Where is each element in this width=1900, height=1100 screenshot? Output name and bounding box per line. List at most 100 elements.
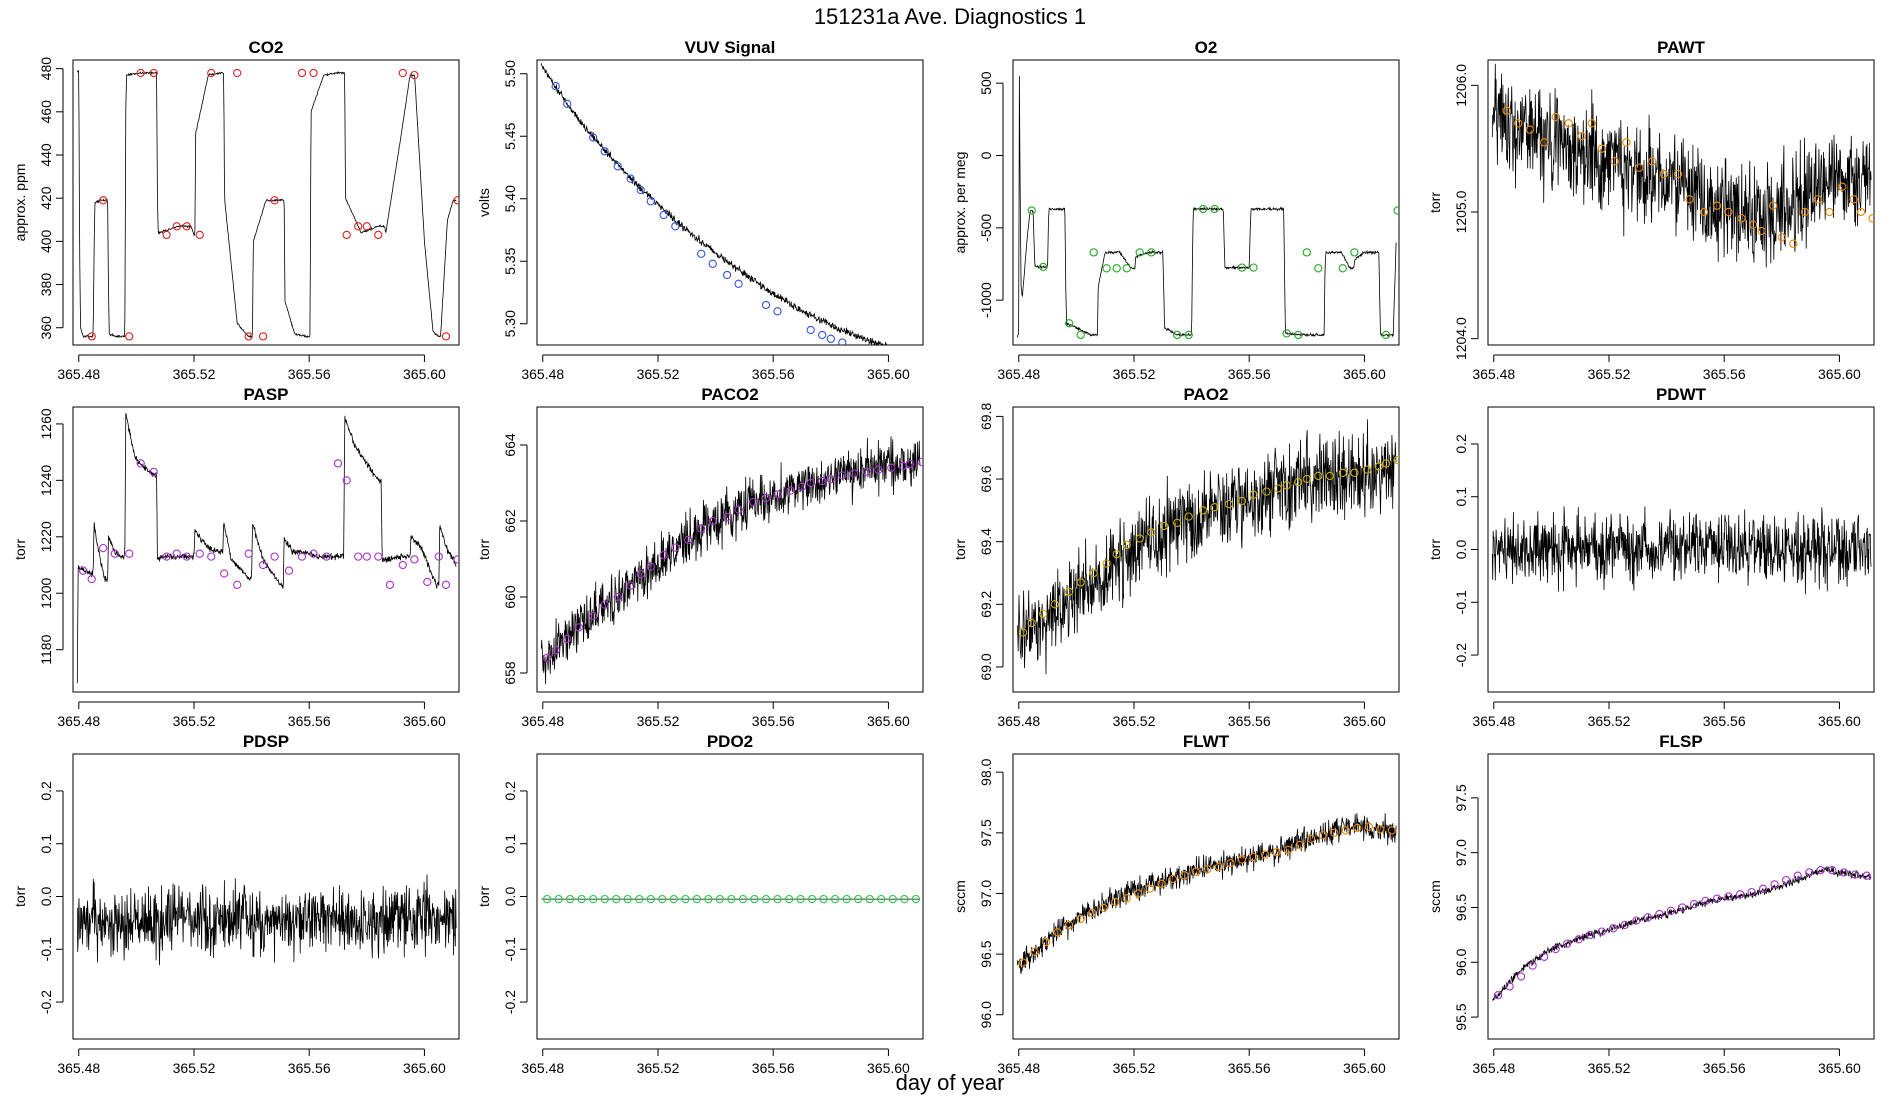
avg-point xyxy=(692,894,702,904)
avg-point xyxy=(1191,867,1201,876)
avg-point xyxy=(1805,868,1814,877)
avg-point xyxy=(807,894,817,904)
avg-point xyxy=(542,894,552,904)
avg-point xyxy=(1088,908,1097,918)
avg-point xyxy=(1065,920,1074,930)
avg-point xyxy=(722,513,732,522)
avg-point xyxy=(773,307,782,316)
y-tick-label: -0.2 xyxy=(38,990,54,1014)
avg-point xyxy=(309,68,318,78)
y-tick-label: 69.4 xyxy=(978,528,994,555)
avg-point xyxy=(1102,264,1111,273)
avg-point xyxy=(441,332,451,341)
avg-point xyxy=(854,894,863,904)
y-tick-label: 95.5 xyxy=(1453,1003,1469,1030)
x-tick-label: 365.52 xyxy=(1113,713,1156,729)
x-tick-label: 365.52 xyxy=(173,1060,216,1076)
avg-point xyxy=(874,465,883,474)
plot-frame xyxy=(536,406,924,693)
x-tick-label: 365.60 xyxy=(1343,713,1386,729)
avg-point xyxy=(1173,330,1182,340)
avg-point xyxy=(1597,927,1606,936)
avg-point xyxy=(1793,871,1802,880)
avg-point xyxy=(195,230,204,240)
y-tick-label: 0.0 xyxy=(38,887,54,907)
avg-point xyxy=(635,894,644,904)
y-tick-label: 500 xyxy=(978,71,994,95)
avg-point xyxy=(761,300,771,310)
x-tick-label: 365.52 xyxy=(1588,1060,1631,1076)
avg-point xyxy=(1516,972,1526,981)
avg-point xyxy=(1306,834,1316,844)
avg-point xyxy=(563,99,572,108)
plot-frame xyxy=(536,59,924,346)
avg-point xyxy=(125,332,134,341)
avg-point xyxy=(563,634,572,643)
avg-point xyxy=(1198,506,1208,515)
avg-point xyxy=(1314,264,1323,273)
avg-point xyxy=(1364,822,1373,831)
y-tick-label: -0.1 xyxy=(38,937,54,961)
avg-point xyxy=(1655,909,1664,919)
x-tick-label: 365.52 xyxy=(637,713,680,729)
avg-point xyxy=(1249,263,1258,272)
avg-point xyxy=(1635,163,1644,172)
y-tick-label: 0 xyxy=(978,151,994,159)
y-tick-label: 662 xyxy=(502,509,518,533)
y-tick-label: 1220 xyxy=(38,521,54,552)
data-layer xyxy=(540,63,887,345)
avg-point xyxy=(574,623,583,632)
panel-pdo2: PDO2 365.48 365.52 365.56 365.60 -0.2 -0.1 0.0 0… xyxy=(476,732,924,1076)
avg-point xyxy=(1868,214,1874,223)
avg-point xyxy=(1147,528,1156,537)
avg-point xyxy=(669,894,678,904)
avg-point xyxy=(1249,852,1258,862)
avg-point xyxy=(1294,478,1303,487)
avg-point xyxy=(1862,871,1871,880)
avg-point xyxy=(1273,484,1283,493)
avg-point xyxy=(1272,848,1281,857)
avg-point xyxy=(1338,264,1347,273)
avg-point xyxy=(1551,112,1560,122)
y-tick-label: 420 xyxy=(38,186,54,210)
series-line xyxy=(1491,63,1872,268)
avg-point xyxy=(297,68,307,78)
avg-point xyxy=(1712,894,1722,903)
avg-point xyxy=(636,570,645,579)
avg-point xyxy=(1363,465,1372,474)
plot-frame xyxy=(1012,406,1400,693)
panel-title: PAWT xyxy=(1657,38,1705,57)
series-line xyxy=(1016,813,1397,974)
x-tick-label: 365.52 xyxy=(637,366,680,382)
avg-point xyxy=(1102,559,1111,568)
x-tick-label: 365.48 xyxy=(997,713,1040,729)
y-tick-label: 664 xyxy=(502,433,518,457)
avg-point xyxy=(1769,201,1778,210)
avg-point xyxy=(773,894,782,904)
avg-point xyxy=(1283,845,1293,854)
avg-point xyxy=(1699,207,1709,217)
x-tick-label: 365.60 xyxy=(1818,1060,1861,1076)
data-layer xyxy=(1016,76,1399,340)
avg-point xyxy=(1620,920,1629,930)
avg-point xyxy=(1089,568,1098,578)
y-tick-label: 96.5 xyxy=(1453,894,1469,921)
data-layer xyxy=(1491,63,1874,268)
avg-point xyxy=(1135,248,1144,257)
avg-point xyxy=(1353,823,1362,833)
data-layer xyxy=(1491,506,1872,595)
x-tick-label: 365.48 xyxy=(57,713,100,729)
avg-point xyxy=(453,196,459,205)
x-tick-label: 365.52 xyxy=(637,1060,680,1076)
x-tick-label: 365.56 xyxy=(288,713,331,729)
avg-point xyxy=(554,894,563,904)
avg-point xyxy=(1574,935,1583,944)
x-tick-label: 365.48 xyxy=(1472,713,1515,729)
panel-co2: CO2 365.48 365.52 365.56 365.60 360 380 400 420 4… xyxy=(12,38,460,382)
y-tick-label: 97.5 xyxy=(1453,784,1469,811)
y-tick-label: -0.1 xyxy=(1453,590,1469,614)
avg-point xyxy=(1737,214,1746,223)
panel-pdwt: PDWT 365.48 365.52 365.56 365.60 -0.2 -0.1 0.0 0… xyxy=(1427,385,1875,729)
y-tick-label: 1260 xyxy=(38,408,54,439)
